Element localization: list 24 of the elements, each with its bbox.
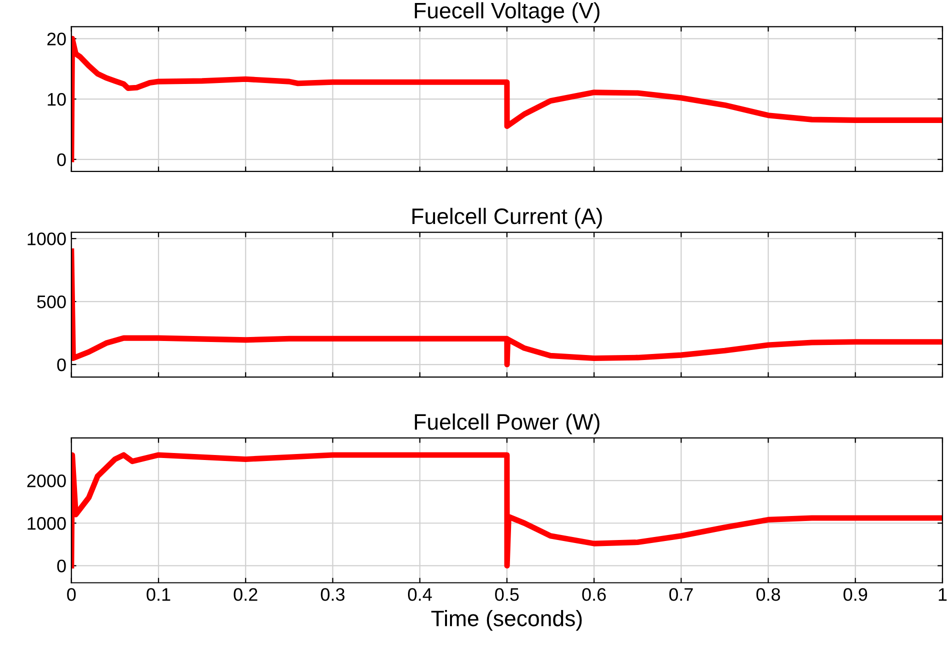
x-tick-label: 0.8 (756, 588, 780, 601)
x-tick-label: 0 (67, 588, 76, 601)
chart-title: Fuecell Voltage (V) (414, 2, 600, 23)
y-tick-label: 0 (57, 358, 66, 372)
y-tick-label: 500 (37, 295, 66, 308)
x-tick-label: 0.9 (844, 588, 868, 601)
x-axis-title: Time (seconds) (431, 610, 582, 631)
chart-title: Fuelcell Current (A) (412, 208, 602, 229)
y-tick-label: 0 (57, 153, 66, 166)
x-tick-label: 0.5 (495, 588, 519, 601)
chart-title: Fuelcell Power (W) (414, 413, 600, 434)
x-tick-label: 1 (938, 588, 947, 601)
x-tick-label: 0.3 (320, 588, 344, 601)
y-tick-label: 2000 (27, 474, 66, 488)
x-tick-label: 0.2 (234, 588, 258, 601)
y-tick-label: 1000 (28, 232, 66, 246)
y-tick-label: 1000 (28, 517, 66, 530)
x-tick-label: 0.4 (408, 588, 432, 601)
x-tick-label: 0.6 (582, 588, 606, 601)
x-tick-label: 0.1 (146, 588, 170, 601)
y-tick-label: 20 (47, 32, 66, 46)
x-tick-label: 0.7 (669, 588, 693, 601)
y-tick-label: 10 (48, 92, 66, 106)
y-tick-label: 0 (57, 560, 66, 572)
